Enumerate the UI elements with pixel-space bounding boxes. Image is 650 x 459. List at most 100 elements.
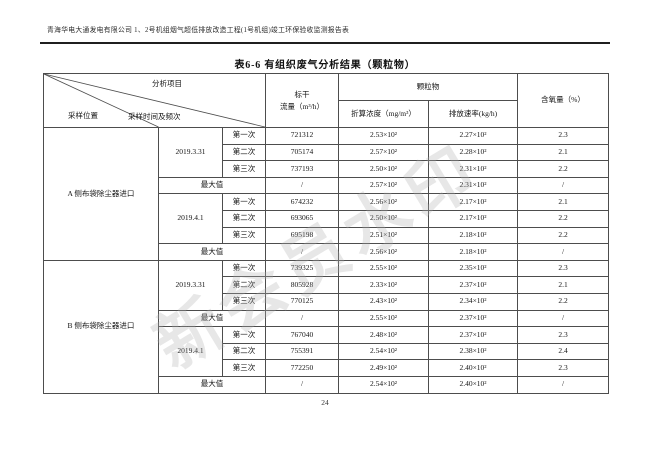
rate-cell: 2.18×10²: [428, 243, 518, 261]
flow-cell: 674232: [265, 193, 339, 211]
flow-cell: /: [265, 375, 339, 394]
corner-label-analysis-item: 分析项目: [152, 79, 182, 88]
corner-label-sampling-location: 采样位置: [68, 111, 98, 120]
conc-cell: 2.56×10²: [338, 243, 429, 261]
o2-cell: 2.2: [517, 209, 609, 228]
header-rate: 排放速率(kg/h): [428, 100, 518, 128]
doc-header-text: 青海华电大通发电有限公司 1、2号机组烟气超低排放改造工程(1号机组)竣工环保验…: [47, 27, 350, 34]
conc-cell: 2.53×10²: [338, 127, 429, 145]
o2-cell: 2.3: [517, 259, 609, 278]
freq-cell: 第三次: [222, 292, 266, 311]
table-title: 表6-6 有组织废气分析结果（颗粒物）: [234, 60, 416, 71]
rate-cell: 2.18×10²: [428, 226, 518, 245]
o2-cell: 2.1: [517, 143, 609, 162]
header-particulate: 颗粒物: [338, 73, 518, 101]
o2-cell: 2.3: [517, 127, 609, 145]
header-flow-line1: 标干: [294, 90, 310, 100]
o2-cell: /: [517, 243, 609, 261]
rate-cell: 2.37×10²: [428, 309, 518, 328]
header-rule: [40, 42, 610, 44]
rate-cell: 2.31×10²: [428, 176, 518, 195]
o2-cell: 2.1: [517, 276, 609, 294]
max-label-cell: 最大值: [158, 243, 266, 261]
freq-cell: 第三次: [222, 359, 266, 377]
flow-cell: /: [265, 176, 339, 195]
freq-cell: 第一次: [222, 127, 266, 145]
flow-cell: 805928: [265, 276, 339, 294]
location-cell-a: A 侧布袋除尘器进口: [43, 127, 159, 261]
o2-cell: /: [517, 375, 609, 394]
o2-cell: 2.2: [517, 226, 609, 245]
freq-cell: 第二次: [222, 143, 266, 162]
conc-cell: 2.50×10²: [338, 209, 429, 228]
flow-cell: 772250: [265, 359, 339, 377]
freq-cell: 第三次: [222, 226, 266, 245]
conc-cell: 2.57×10²: [338, 176, 429, 195]
o2-cell: 2.1: [517, 193, 609, 211]
conc-cell: 2.56×10²: [338, 193, 429, 211]
flow-cell: 755391: [265, 342, 339, 361]
rate-cell: 2.37×10²: [428, 276, 518, 294]
max-label-cell: 最大值: [158, 176, 266, 195]
date-cell: 2019.4.1: [158, 193, 223, 245]
rate-cell: 2.34×10²: [428, 292, 518, 311]
conc-cell: 2.55×10²: [338, 259, 429, 278]
freq-cell: 第一次: [222, 193, 266, 211]
o2-cell: /: [517, 309, 609, 328]
freq-cell: 第二次: [222, 209, 266, 228]
corner-label-sampling-time: 采样时间及频次: [128, 112, 181, 121]
conc-cell: 2.54×10²: [338, 375, 429, 394]
header-concentration: 折算浓度（mg/m³）: [338, 100, 429, 128]
o2-cell: 2.4: [517, 342, 609, 361]
date-cell: 2019.4.1: [158, 326, 223, 377]
rate-cell: 2.37×10²: [428, 326, 518, 344]
flow-cell: 705174: [265, 143, 339, 162]
conc-cell: 2.49×10²: [338, 359, 429, 377]
conc-cell: 2.51×10²: [338, 226, 429, 245]
rate-cell: 2.28×10²: [428, 143, 518, 162]
flow-cell: /: [265, 309, 339, 328]
o2-cell: 2.3: [517, 359, 609, 377]
flow-cell: 767040: [265, 326, 339, 344]
rate-cell: 2.17×10²: [428, 193, 518, 211]
date-cell: 2019.3.31: [158, 259, 223, 311]
date-cell: 2019.3.31: [158, 127, 223, 178]
conc-cell: 2.33×10²: [338, 276, 429, 294]
location-cell-b: B 侧布袋除尘器进口: [43, 259, 159, 394]
flow-cell: 737193: [265, 160, 339, 178]
rate-cell: 2.40×10²: [428, 375, 518, 394]
rate-cell: 2.31×10²: [428, 160, 518, 178]
rate-cell: 2.35×10²: [428, 259, 518, 278]
conc-cell: 2.43×10²: [338, 292, 429, 311]
flow-cell: 739325: [265, 259, 339, 278]
freq-cell: 第二次: [222, 342, 266, 361]
rate-cell: 2.38×10²: [428, 342, 518, 361]
o2-cell: 2.2: [517, 292, 609, 311]
conc-cell: 2.50×10²: [338, 160, 429, 178]
conc-cell: 2.55×10²: [338, 309, 429, 328]
freq-cell: 第三次: [222, 160, 266, 178]
flow-cell: 721312: [265, 127, 339, 145]
flow-cell: 693065: [265, 209, 339, 228]
flow-cell: 770125: [265, 292, 339, 311]
flow-cell: /: [265, 243, 339, 261]
freq-cell: 第一次: [222, 326, 266, 344]
corner-cell: 分析项目 采样位置 采样时间及频次: [43, 73, 266, 128]
header-flow-line2: 流量（m³/h）: [280, 101, 324, 111]
rate-cell: 2.40×10²: [428, 359, 518, 377]
o2-cell: 2.3: [517, 326, 609, 344]
flow-cell: 695198: [265, 226, 339, 245]
conc-cell: 2.48×10²: [338, 326, 429, 344]
rate-cell: 2.27×10²: [428, 127, 518, 145]
max-label-cell: 最大值: [158, 375, 266, 394]
header-oxygen: 含氧量（%）: [517, 73, 609, 128]
conc-cell: 2.54×10²: [338, 342, 429, 361]
max-label-cell: 最大值: [158, 309, 266, 328]
page-number: 24: [321, 398, 329, 407]
o2-cell: 2.2: [517, 160, 609, 178]
diagonal-lines: [44, 74, 265, 127]
results-table: 分析项目 采样位置 采样时间及频次 标干 流量（m³/h） 颗粒物 含氧量（%）…: [43, 73, 609, 394]
freq-cell: 第一次: [222, 259, 266, 278]
freq-cell: 第二次: [222, 276, 266, 294]
rate-cell: 2.17×10²: [428, 209, 518, 228]
